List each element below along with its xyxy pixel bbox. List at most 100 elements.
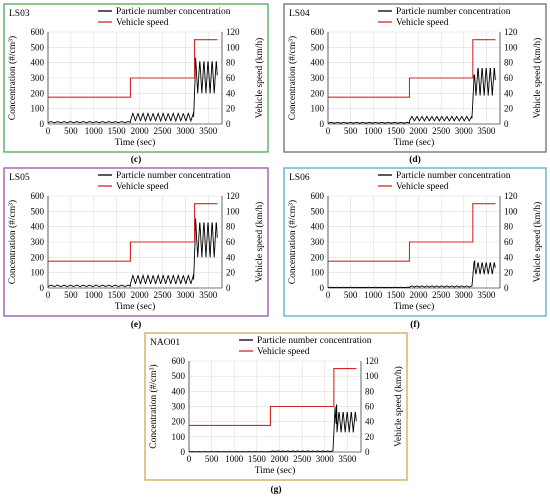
y-tick-label: 300 [31,237,45,247]
y2-tick-label: 40 [226,88,236,98]
x-tick-label: 500 [64,126,78,136]
x-tick-label: 2000 [410,290,429,300]
x-tick-label: 0 [46,290,51,300]
y2-tick-label: 120 [504,191,518,201]
x-tick-label: 0 [46,126,51,136]
y-tick-label: 100 [31,104,45,114]
x-tick-label: 3000 [176,290,195,300]
y2-tick-label: 60 [226,73,236,83]
subfigure-label: (f) [410,319,420,330]
y-tick-label: 200 [311,88,325,98]
y-tick-label: 0 [40,119,45,129]
y2-axis-title: Vehicle speed (km/h) [532,202,543,283]
x-tick-label: 1000 [225,454,244,464]
y-tick-label: 100 [311,104,325,114]
chart-panel-ls03: LS03 Particle number concentrationVehicle… [3,3,269,153]
x-tick-label: 2500 [293,454,312,464]
legend-label-speed: Vehicle speed [116,182,169,192]
y-axis-title: Concentration (#/cm³) [7,36,18,120]
x-tick-label: 2000 [131,126,150,136]
y-tick-label: 0 [40,283,45,293]
x-tick-label: 1500 [108,290,127,300]
subfigure-label: (e) [131,319,142,330]
panel-title: LS03 [9,9,30,19]
x-tick-label: 3000 [455,126,474,136]
y2-tick-label: 100 [226,42,240,52]
x-tick-label: 1500 [108,126,127,136]
y-tick-label: 600 [311,27,325,37]
chart-panel-ls04: LS04 Particle number concentrationVehicle… [283,3,547,153]
y-axis-title: Concentration (#/cm³) [287,36,298,120]
legend-label-speed: Vehicle speed [116,18,169,28]
y2-tick-label: 120 [365,356,379,366]
y-tick-label: 100 [172,432,186,442]
x-tick-label: 1500 [387,126,406,136]
y2-tick-label: 20 [226,268,236,278]
series-vehicle-speed [48,39,218,98]
chart-panel-nao01: NAO01 Particle number concentrationVehicl… [144,332,408,481]
legend-label-speed: Vehicle speed [396,182,449,192]
y2-tick-label: 80 [504,58,514,68]
y2-tick-label: 20 [504,104,514,114]
x-axis-title: Time (sec) [394,137,435,148]
y-tick-label: 500 [311,42,325,52]
x-axis-title: Time (sec) [255,465,296,476]
x-tick-label: 1000 [85,126,104,136]
x-axis-title: Time (sec) [115,301,156,312]
legend-label-speed: Vehicle speed [257,347,310,357]
y-tick-label: 600 [311,191,325,201]
y-tick-label: 300 [31,73,45,83]
series-vehicle-speed [48,203,218,262]
y-tick-label: 400 [311,58,325,68]
x-tick-label: 1500 [248,454,267,464]
y2-tick-label: 40 [504,88,514,98]
y-tick-label: 300 [311,237,325,247]
x-tick-label: 2500 [432,290,451,300]
y2-tick-label: 60 [504,73,514,83]
y-tick-label: 500 [31,42,45,52]
y2-tick-label: 80 [365,386,375,396]
x-axis-title: Time (sec) [115,137,156,148]
x-tick-label: 0 [326,126,331,136]
y-tick-label: 400 [311,222,325,232]
legend-label-concentration: Particle number concentration [396,171,511,181]
y2-tick-label: 0 [226,283,231,293]
y-tick-label: 200 [311,252,325,262]
legend-label-concentration: Particle number concentration [116,171,231,181]
x-tick-label: 3500 [338,454,357,464]
y2-tick-label: 100 [365,371,379,381]
x-tick-label: 2500 [153,126,172,136]
x-tick-label: 1500 [387,290,406,300]
y2-axis-title: Vehicle speed (km/h) [393,366,404,447]
y-tick-label: 200 [172,417,186,427]
series-particle-concentration [328,260,496,289]
x-tick-label: 3500 [199,126,218,136]
x-tick-label: 3500 [477,126,496,136]
panel-frame [283,3,547,153]
y-tick-label: 400 [31,222,45,232]
subfigure-label: (d) [409,154,421,165]
y-tick-label: 500 [172,371,186,381]
y-tick-label: 100 [311,268,325,278]
x-tick-label: 2500 [432,126,451,136]
x-tick-label: 3500 [477,290,496,300]
y2-tick-label: 80 [504,222,514,232]
x-tick-label: 3500 [199,290,218,300]
legend-label-concentration: Particle number concentration [396,7,511,17]
series-vehicle-speed [328,203,496,262]
series-particle-concentration [47,218,218,288]
y-tick-label: 0 [181,447,186,457]
panel-title: NAO01 [150,338,180,348]
x-tick-label: 3000 [176,126,195,136]
y2-tick-label: 40 [226,252,236,262]
x-tick-label: 2000 [410,126,429,136]
subfigure-label: (c) [131,154,142,165]
x-tick-label: 1000 [364,126,383,136]
series-particle-concentration [47,57,218,124]
y-tick-label: 200 [31,252,45,262]
y2-tick-label: 20 [504,268,514,278]
x-tick-label: 3000 [455,290,474,300]
series-vehicle-speed [328,39,496,98]
y-axis-title: Concentration (#/cm³) [148,364,159,448]
y-tick-label: 600 [31,27,45,37]
